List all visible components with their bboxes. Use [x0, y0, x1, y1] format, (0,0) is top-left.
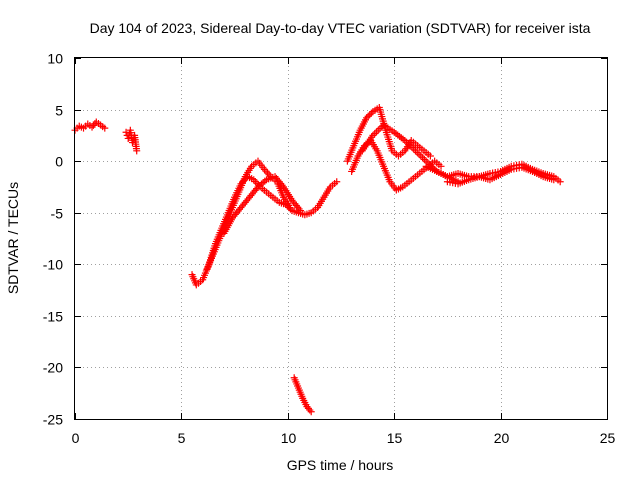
series-arc-b — [203, 157, 294, 273]
data-point-fill — [371, 130, 379, 138]
y-axis-label: SDTVAR / TECUs — [5, 182, 21, 294]
chart-title: Day 104 of 2023, Sidereal Day-to-day VTE… — [90, 20, 591, 36]
x-tick-label: 25 — [600, 430, 616, 446]
x-tick-label: 20 — [494, 430, 510, 446]
data-point-fill — [306, 406, 314, 414]
series-arc-d — [290, 374, 315, 416]
y-tick-labels: 10 5 0 -5 -10 -15 -20 -25 — [43, 51, 63, 428]
data-point-fill — [366, 111, 374, 119]
data-point-fill — [262, 167, 270, 175]
data-point-fill — [374, 126, 382, 134]
series-arc-e — [343, 104, 434, 165]
data-point — [437, 162, 445, 170]
data-point-fill — [295, 205, 303, 213]
y-tick-label: -5 — [51, 206, 64, 222]
data-point — [333, 178, 341, 186]
data-point-fill — [264, 169, 272, 177]
x-tick-label: 5 — [178, 430, 186, 446]
data-point — [426, 152, 434, 160]
x-tick-label: 0 — [72, 430, 80, 446]
series-arc-a — [188, 173, 341, 289]
data-point-fill — [410, 145, 418, 153]
grid-lines — [75, 58, 607, 419]
series-arc-early-2 — [122, 126, 141, 155]
plot-frame — [74, 57, 608, 420]
data-point-fill — [372, 128, 380, 136]
series-arc-c — [220, 173, 305, 237]
data-point-fill — [364, 112, 372, 120]
series-arc-h — [422, 160, 564, 186]
data-point — [297, 207, 305, 215]
y-tick-label: -15 — [43, 309, 63, 325]
series-arc-i — [443, 163, 558, 188]
data-point — [133, 147, 141, 155]
data-point-fill — [420, 155, 428, 163]
data-point-fill — [253, 185, 261, 193]
data-point — [286, 204, 294, 212]
data-point — [556, 178, 564, 186]
y-tick-label: 0 — [55, 154, 63, 170]
data-point — [363, 114, 371, 122]
x-tick-label: 10 — [281, 430, 297, 446]
y-tick-label: 5 — [55, 103, 63, 119]
x-tick-labels: 0 5 10 15 20 25 — [72, 430, 616, 446]
y-tick-label: -20 — [43, 360, 63, 376]
data-point-fill — [417, 152, 425, 160]
data-point — [550, 176, 558, 184]
y-tick-label: 10 — [47, 51, 63, 67]
data-point-fill — [419, 154, 427, 162]
x-axis-label: GPS time / hours — [287, 457, 394, 473]
data-point-fill — [278, 181, 286, 189]
y-tick-label: -25 — [43, 412, 63, 428]
axis-ticks — [75, 58, 608, 420]
x-tick-label: 15 — [387, 430, 403, 446]
series-arc-early — [71, 118, 109, 134]
data-points — [71, 104, 564, 416]
y-tick-label: -10 — [43, 257, 63, 273]
data-point — [307, 408, 315, 416]
data-point — [101, 124, 109, 132]
data-point-fill — [261, 177, 269, 185]
data-point-fill — [367, 109, 375, 117]
